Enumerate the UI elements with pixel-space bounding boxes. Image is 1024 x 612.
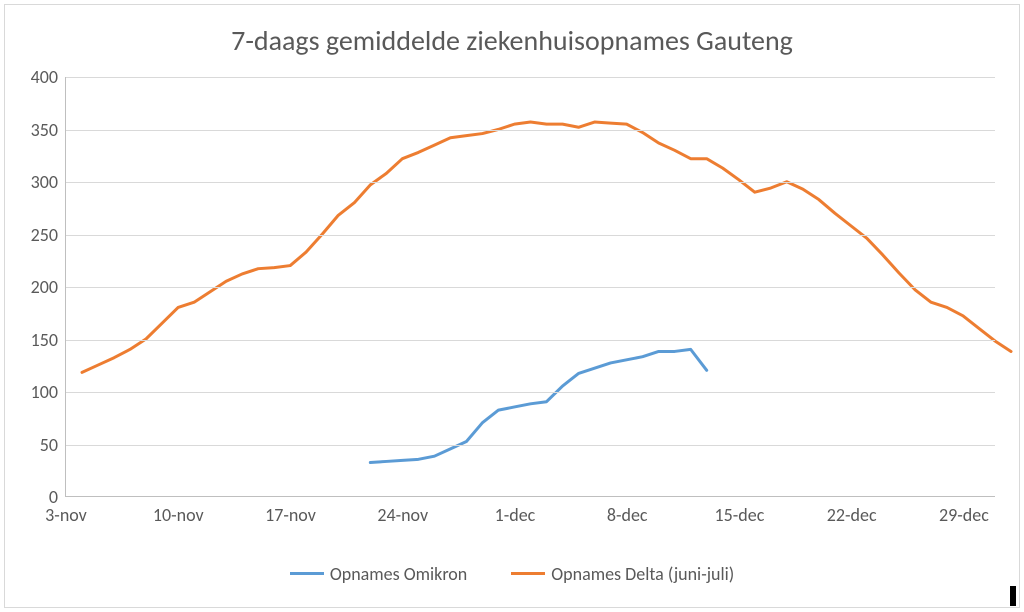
y-tick-label: 100: [31, 381, 66, 403]
y-tick-label: 300: [31, 171, 66, 193]
y-tick-label: 200: [31, 276, 66, 298]
x-tick-label: 22-dec: [827, 496, 877, 526]
gridline: [66, 445, 995, 446]
gridline: [66, 340, 995, 341]
series-line: [370, 349, 706, 462]
legend-swatch: [511, 572, 545, 575]
gridline: [66, 130, 995, 131]
corner-mark: [1010, 586, 1016, 606]
gridline: [66, 77, 995, 78]
y-tick-label: 400: [31, 66, 66, 88]
y-tick-label: 350: [31, 119, 66, 141]
x-tick-label: 1-dec: [495, 496, 536, 526]
x-tick-label: 8-dec: [607, 496, 648, 526]
y-tick-label: 50: [40, 434, 66, 456]
y-tick-label: 150: [31, 329, 66, 351]
chart-frame: 7-daags gemiddelde ziekenhuisopnames Gau…: [4, 4, 1020, 608]
x-tick-label: 10-nov: [153, 496, 204, 526]
plot-area: 0501001502002503003504003-nov10-nov17-no…: [65, 77, 995, 497]
series-line: [82, 122, 1011, 372]
gridline: [66, 182, 995, 183]
chart-title: 7-daags gemiddelde ziekenhuisopnames Gau…: [5, 23, 1019, 58]
x-tick-label: 24-nov: [377, 496, 428, 526]
legend-label: Opnames Delta (juni-juli): [551, 563, 734, 585]
gridline: [66, 392, 995, 393]
legend-label: Opnames Omikron: [330, 563, 467, 585]
gridline: [66, 235, 995, 236]
x-tick-label: 29-dec: [939, 496, 989, 526]
x-tick-label: 3-nov: [45, 496, 87, 526]
legend-item: Opnames Omikron: [290, 563, 467, 585]
gridline: [66, 287, 995, 288]
legend-swatch: [290, 572, 324, 575]
legend: Opnames Omikron Opnames Delta (juni-juli): [5, 561, 1019, 585]
y-tick-label: 250: [31, 224, 66, 246]
legend-item: Opnames Delta (juni-juli): [511, 563, 734, 585]
x-tick-label: 17-nov: [265, 496, 316, 526]
x-tick-label: 15-dec: [715, 496, 765, 526]
